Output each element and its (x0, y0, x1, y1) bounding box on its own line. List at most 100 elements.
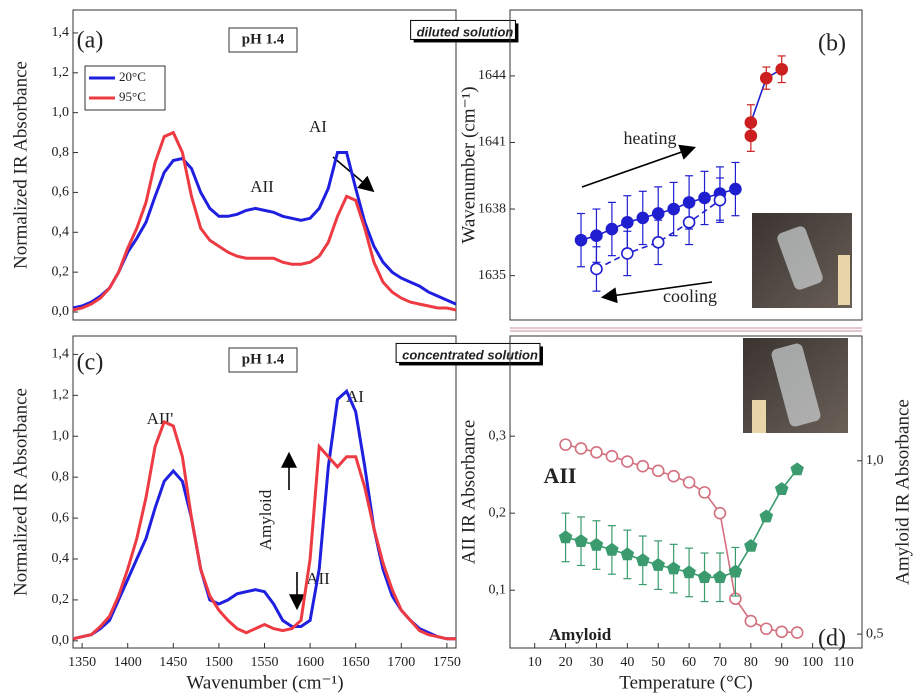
tag: pH 1.4 (242, 31, 285, 47)
point (591, 447, 602, 458)
y-tick-label: 0,4 (52, 551, 70, 566)
annotation: AII (250, 177, 274, 196)
photo (743, 338, 848, 433)
y-tick-label: 1641 (478, 135, 506, 150)
x-tick-label: 30 (589, 655, 603, 670)
x-tick-label: 1750 (433, 655, 461, 670)
point (684, 217, 695, 228)
y-tick-label: 1635 (478, 268, 506, 283)
y-tick-label: 0,2 (489, 505, 507, 520)
y-axis-label: Wavenumber (cm⁻¹) (458, 86, 479, 243)
y-tick-label: 0,1 (489, 582, 507, 597)
x-tick-label: 1350 (68, 655, 96, 670)
y-tick-label: 1644 (478, 68, 506, 83)
point (576, 235, 587, 246)
point (637, 212, 648, 223)
panel-label: (c) (77, 350, 104, 376)
x-tick-label: 10 (528, 655, 542, 670)
panel-label: (d) (818, 626, 846, 652)
point (792, 627, 803, 638)
legend-label: 20°C (119, 69, 146, 84)
x-tick-label: 1600 (296, 655, 324, 670)
point (668, 204, 679, 215)
x-tick-label: 80 (744, 655, 758, 670)
y-tick-label: 0,6 (52, 185, 70, 200)
point (699, 487, 710, 498)
y2-tick-label: 1,0 (866, 453, 884, 468)
y-tick-label: 1638 (478, 201, 506, 216)
tag: pH 1.4 (242, 351, 285, 367)
y-tick-label: 0,3 (489, 428, 507, 443)
series-label: Amyloid (549, 625, 612, 644)
x-tick-label: 1500 (205, 655, 233, 670)
point (622, 456, 633, 467)
point (591, 263, 602, 274)
x-tick-label: 110 (833, 655, 853, 670)
x-tick-label: 50 (651, 655, 665, 670)
x-tick-label: 1650 (342, 655, 370, 670)
y-tick-label: 0,0 (52, 633, 70, 648)
y-tick-label: 1,0 (52, 428, 70, 443)
point (745, 117, 756, 128)
y-axis-label: Normalized IR Absorbance (10, 61, 31, 269)
point (668, 471, 679, 482)
point (637, 461, 648, 472)
x-tick-label: 90 (775, 655, 789, 670)
x-tick-label: 60 (682, 655, 696, 670)
point (591, 230, 602, 241)
point (622, 217, 633, 228)
figure: 0,0 0,2 0,4 0,6 0,8 1,0 1,2 1,4 (a) Normalized IR… (0, 0, 917, 693)
point (761, 73, 772, 84)
point (761, 623, 772, 634)
legend-label: 95°C (119, 89, 146, 104)
y-tick-label: 0,6 (52, 510, 70, 525)
point (653, 465, 664, 476)
point (745, 130, 756, 141)
x-tick-label: 1450 (159, 655, 187, 670)
x-tick-label: 40 (620, 655, 634, 670)
y-tick-label: 1,2 (52, 65, 70, 80)
series-label: heating (624, 128, 677, 148)
point (653, 237, 664, 248)
y-axis-label: AII IR Absorbance (458, 420, 479, 565)
x-tick-label: 1400 (114, 655, 142, 670)
point (714, 195, 725, 206)
y-tick-label: 0,2 (52, 264, 70, 279)
point (776, 64, 787, 75)
y-tick-label: 0,2 (52, 592, 70, 607)
point (576, 443, 587, 454)
point (606, 451, 617, 462)
point (560, 439, 571, 450)
note: concentrated solution (402, 347, 538, 362)
annotation: AI (309, 117, 327, 136)
y2-axis-label: Amyloid IR Absorbance (892, 399, 913, 585)
y2-tick-label: 0,5 (866, 626, 884, 641)
y-tick-label: 1,2 (52, 388, 70, 403)
point (684, 477, 695, 488)
y-axis-label: Normalized IR Absorbance (10, 388, 31, 596)
point (622, 248, 633, 259)
y-tick-label: 0,8 (52, 145, 70, 160)
y-tick-label: 0,8 (52, 469, 70, 484)
panel-label: (a) (77, 28, 104, 54)
x-tick-label: 1550 (251, 655, 279, 670)
panel-label: (b) (818, 31, 846, 57)
point (653, 208, 664, 219)
series-label: AII (543, 463, 576, 488)
x-tick-label: 1700 (387, 655, 415, 670)
x-tick-label: 100 (802, 655, 823, 670)
point (745, 616, 756, 627)
y-tick-label: 1,4 (52, 347, 70, 362)
x-axis-label: Temperature (°C) (619, 672, 752, 693)
y-tick-label: 1,0 (52, 105, 70, 120)
y-tick-label: 0,0 (52, 304, 70, 319)
note: diluted solution (417, 24, 514, 39)
y-tick-label: 1,4 (52, 25, 70, 40)
point (714, 508, 725, 519)
x-tick-label: 70 (713, 655, 727, 670)
x-tick-label: 20 (559, 655, 573, 670)
x-axis-label: Wavenumber (cm⁻¹) (186, 672, 343, 693)
point (699, 192, 710, 203)
photo (752, 213, 852, 308)
point (776, 626, 787, 637)
